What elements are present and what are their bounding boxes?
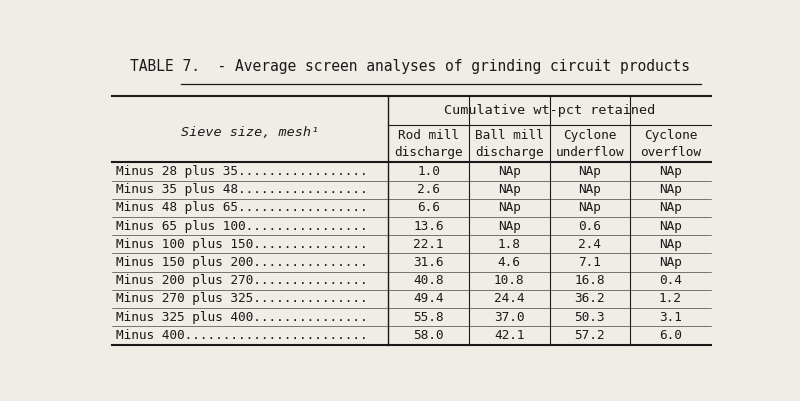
Text: NAp: NAp — [659, 220, 682, 233]
Text: NAp: NAp — [578, 183, 602, 196]
Text: 10.8: 10.8 — [494, 274, 525, 287]
Text: Minus 48 plus 65.................: Minus 48 plus 65................. — [115, 201, 367, 215]
Text: Cyclone
overflow: Cyclone overflow — [640, 129, 701, 159]
Text: 0.6: 0.6 — [578, 220, 602, 233]
Text: 37.0: 37.0 — [494, 311, 525, 324]
Text: 49.4: 49.4 — [414, 292, 444, 306]
Text: NAp: NAp — [659, 256, 682, 269]
Text: 55.8: 55.8 — [414, 311, 444, 324]
Text: Minus 100 plus 150...............: Minus 100 plus 150............... — [115, 238, 367, 251]
Text: Minus 65 plus 100................: Minus 65 plus 100................ — [115, 220, 367, 233]
Text: Minus 400........................: Minus 400........................ — [115, 329, 367, 342]
Text: 22.1: 22.1 — [414, 238, 444, 251]
Text: 36.2: 36.2 — [574, 292, 605, 306]
Text: 2.6: 2.6 — [417, 183, 440, 196]
Text: 42.1: 42.1 — [494, 329, 525, 342]
Text: Cumulative wt-pct retained: Cumulative wt-pct retained — [444, 104, 655, 117]
Text: 13.6: 13.6 — [414, 220, 444, 233]
Text: 6.0: 6.0 — [659, 329, 682, 342]
Text: Minus 150 plus 200...............: Minus 150 plus 200............... — [115, 256, 367, 269]
Text: 4.6: 4.6 — [498, 256, 521, 269]
Text: NAp: NAp — [498, 220, 521, 233]
Text: Minus 35 plus 48.................: Minus 35 plus 48................. — [115, 183, 367, 196]
Text: Rod mill
discharge: Rod mill discharge — [394, 129, 463, 159]
Text: NAp: NAp — [578, 165, 602, 178]
Text: 24.4: 24.4 — [494, 292, 525, 306]
Text: 31.6: 31.6 — [414, 256, 444, 269]
Text: NAp: NAp — [498, 183, 521, 196]
Text: 40.8: 40.8 — [414, 274, 444, 287]
Text: 58.0: 58.0 — [414, 329, 444, 342]
Text: 16.8: 16.8 — [574, 274, 605, 287]
Text: 1.0: 1.0 — [417, 165, 440, 178]
Text: Cyclone
underflow: Cyclone underflow — [555, 129, 624, 159]
Text: 2.4: 2.4 — [578, 238, 602, 251]
Text: NAp: NAp — [659, 201, 682, 215]
Text: NAp: NAp — [498, 201, 521, 215]
Text: TABLE 7.  - Average screen analyses of grinding circuit products: TABLE 7. - Average screen analyses of gr… — [130, 59, 690, 74]
Text: Minus 325 plus 400...............: Minus 325 plus 400............... — [115, 311, 367, 324]
Text: NAp: NAp — [578, 201, 602, 215]
Text: 3.1: 3.1 — [659, 311, 682, 324]
Text: 0.4: 0.4 — [659, 274, 682, 287]
Text: Ball mill
discharge: Ball mill discharge — [475, 129, 543, 159]
Text: 57.2: 57.2 — [574, 329, 605, 342]
Text: 1.2: 1.2 — [659, 292, 682, 306]
Text: Minus 200 plus 270...............: Minus 200 plus 270............... — [115, 274, 367, 287]
Text: 6.6: 6.6 — [417, 201, 440, 215]
Text: NAp: NAp — [498, 165, 521, 178]
Text: NAp: NAp — [659, 238, 682, 251]
Text: 1.8: 1.8 — [498, 238, 521, 251]
Text: 50.3: 50.3 — [574, 311, 605, 324]
Text: Minus 270 plus 325...............: Minus 270 plus 325............... — [115, 292, 367, 306]
Text: Sieve size, mesh¹: Sieve size, mesh¹ — [182, 126, 319, 139]
Text: NAp: NAp — [659, 165, 682, 178]
Text: Minus 28 plus 35.................: Minus 28 plus 35................. — [115, 165, 367, 178]
Text: NAp: NAp — [659, 183, 682, 196]
Text: 7.1: 7.1 — [578, 256, 602, 269]
